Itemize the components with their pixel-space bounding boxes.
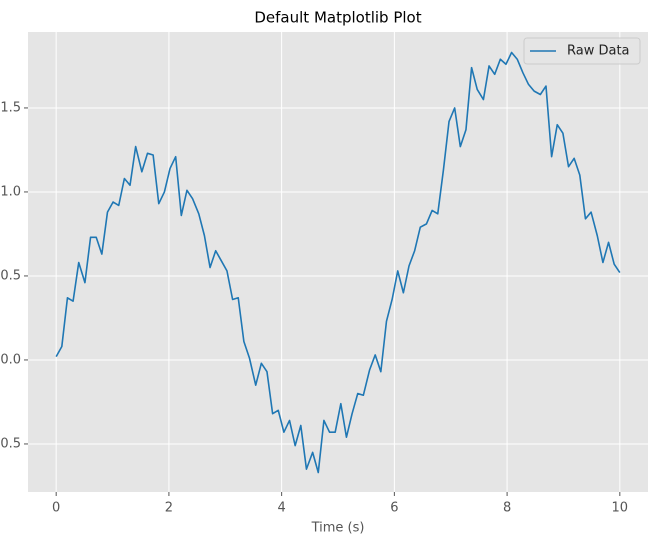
y-tick-label: 0.5 (0, 268, 21, 283)
y-tick-label: 1.0 (0, 184, 21, 199)
x-tick-label: 4 (277, 501, 285, 516)
x-tick-label: 2 (165, 501, 173, 516)
data-line (55, 51, 621, 474)
legend-box (523, 37, 641, 65)
y-tick-label: −0.5 (0, 436, 21, 451)
y-tick-label: 1.5 (0, 100, 21, 115)
plot-area (28, 32, 648, 492)
x-tick-label: 0 (52, 501, 60, 516)
x-tick-label: 8 (503, 501, 511, 516)
x-tick-label: 10 (612, 501, 629, 516)
x-axis-label: Time (s) (311, 521, 365, 535)
chart-title: Default Matplotlib Plot (254, 9, 421, 27)
y-tick-label: 0.0 (0, 352, 21, 367)
legend-label: Raw Data (567, 44, 630, 59)
x-tick-label: 6 (390, 501, 398, 516)
